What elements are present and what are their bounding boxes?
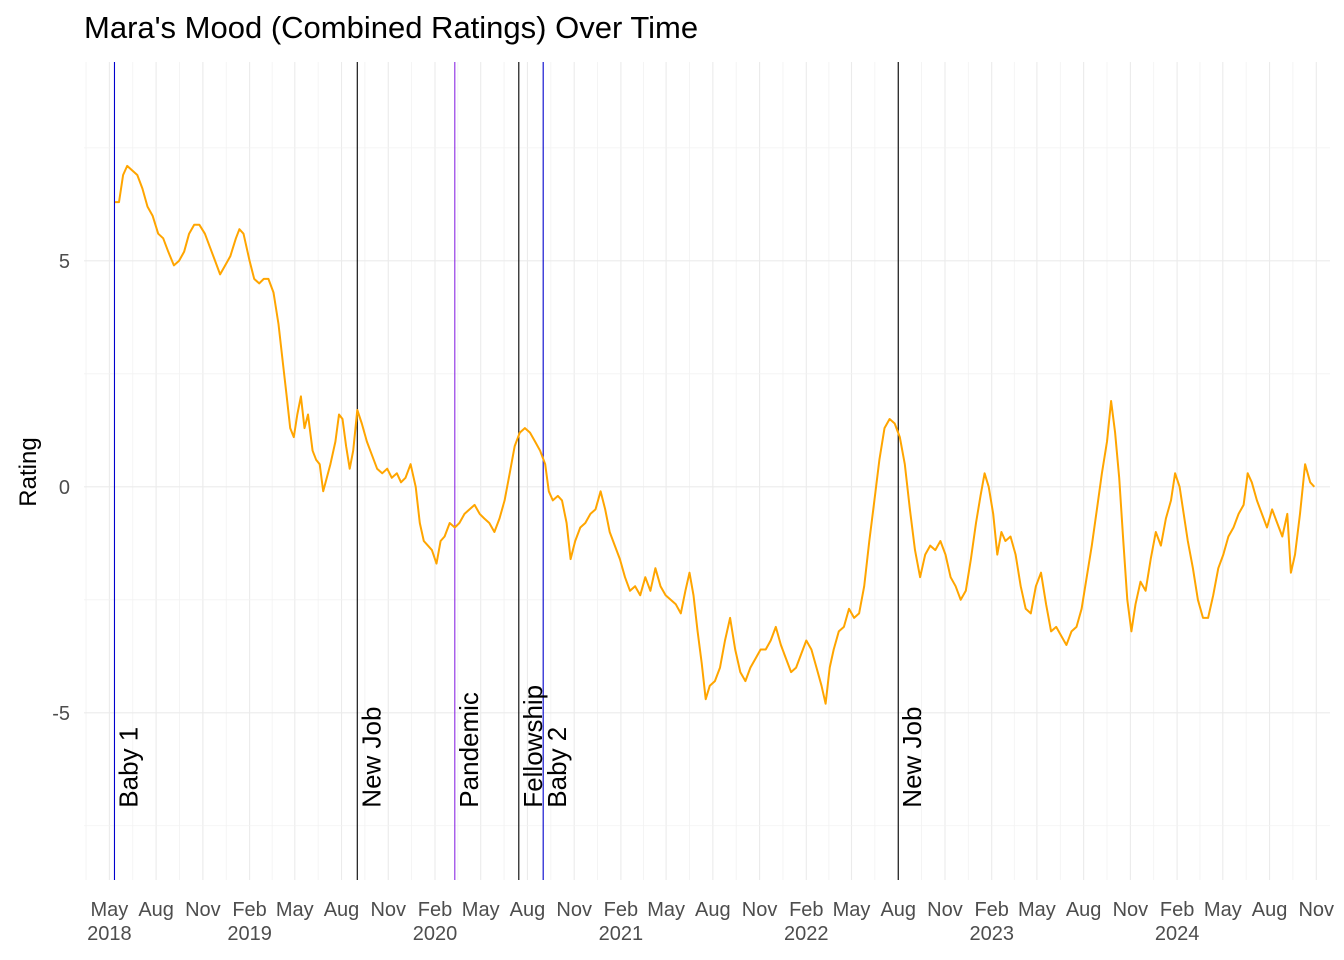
x-tick-label: Feb [789,899,823,921]
x-tick-label: May [90,899,128,921]
x-tick-label: May [1204,899,1242,921]
x-tick-label: Feb [232,899,266,921]
y-axis-title: Rating [15,437,42,506]
event-label: Fellowship [518,685,548,808]
x-tick-label: Feb [604,899,638,921]
x-tick-label: May [1018,899,1056,921]
series-layer [115,164,1316,705]
event-label: Baby 1 [113,727,143,808]
event-lines [113,62,899,880]
y-tick-label: 5 [59,251,70,273]
x-tick-label: Aug [880,899,916,921]
y-tick-label: 0 [59,477,70,499]
x-tick-year-label: 2023 [969,923,1014,945]
x-tick-label: May [462,899,500,921]
x-tick-label: May [833,899,871,921]
x-tick-label: Aug [1066,899,1102,921]
chart-title: Mara's Mood (Combined Ratings) Over Time [84,10,699,45]
x-tick-year-label: 2024 [1155,923,1200,945]
x-tick-year-label: 2021 [599,923,644,945]
x-tick-year-label: 2022 [784,923,829,945]
event-label: New Job [897,707,927,808]
x-tick-label: Aug [510,899,546,921]
mood-series-line [115,164,1316,705]
event-label: Pandemic [454,692,484,808]
x-tick-label: Feb [418,899,452,921]
x-tick-label: Feb [1160,899,1194,921]
event-label: New Job [356,707,386,808]
grid-lines [84,62,1330,880]
y-tick-label: -5 [52,703,70,725]
x-tick-label: Aug [695,899,731,921]
x-tick-label: Nov [1298,899,1334,921]
x-tick-label: Nov [370,899,406,921]
x-tick-label: Nov [185,899,221,921]
x-tick-label: Nov [1113,899,1149,921]
x-tick-label: Aug [138,899,174,921]
y-axis: -5 0 5 [52,251,70,725]
x-tick-label: Nov [742,899,778,921]
x-tick-label: Aug [324,899,360,921]
x-tick-label: May [647,899,685,921]
event-label: Baby 2 [542,727,572,808]
x-tick-label: Nov [927,899,963,921]
x-tick-year-label: 2019 [227,923,272,945]
x-tick-label: May [276,899,314,921]
x-tick-year-label: 2018 [87,923,132,945]
x-tick-label: Aug [1252,899,1288,921]
x-tick-year-label: 2020 [413,923,458,945]
x-tick-label: Nov [556,899,592,921]
x-tick-label: Feb [974,899,1008,921]
